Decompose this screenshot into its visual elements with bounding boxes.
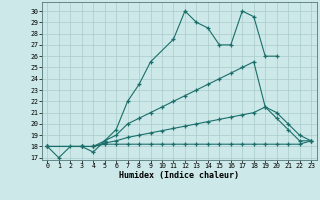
X-axis label: Humidex (Indice chaleur): Humidex (Indice chaleur) [119,171,239,180]
